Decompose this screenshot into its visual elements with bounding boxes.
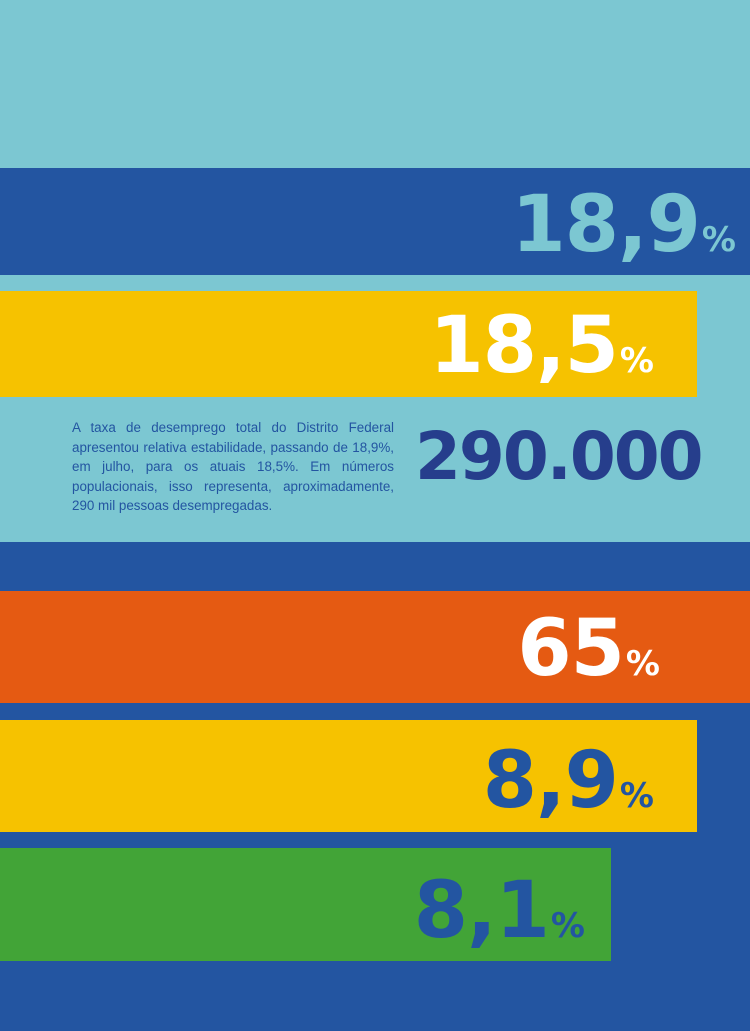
description-paragraph: A taxa de desemprego total do Distrito F… (72, 420, 394, 513)
yellow-bar-8-9 (0, 720, 697, 832)
stat-number: 290.000 (415, 418, 704, 495)
stat-18-5-percent: 18,5% (429, 307, 654, 385)
stat-8-1-percent: 8,1% (414, 872, 585, 950)
green-bar-8-1 (0, 848, 611, 961)
stat-number: 8,1 (413, 866, 550, 956)
stat-8-9-percent: 8,9% (483, 742, 654, 820)
stat-65-percent: 65% (517, 610, 660, 688)
yellow-bar-18-5 (0, 291, 697, 397)
stat-number: 8,9 (482, 736, 619, 826)
stat-unit: % (701, 220, 736, 260)
top-light-blue-band (0, 0, 750, 168)
stat-number: 18,5 (429, 301, 618, 391)
orange-band-65 (0, 591, 750, 703)
stat-unit: % (550, 906, 585, 946)
stat-unit: % (619, 341, 654, 381)
stat-18-9-percent: 18,9% (511, 186, 736, 264)
stat-unit: % (625, 644, 660, 684)
stat-number: 65 (517, 604, 625, 694)
stat-290000: 290.000 (415, 424, 704, 490)
stat-number: 18,9 (511, 180, 700, 270)
stat-unit: % (619, 776, 654, 816)
